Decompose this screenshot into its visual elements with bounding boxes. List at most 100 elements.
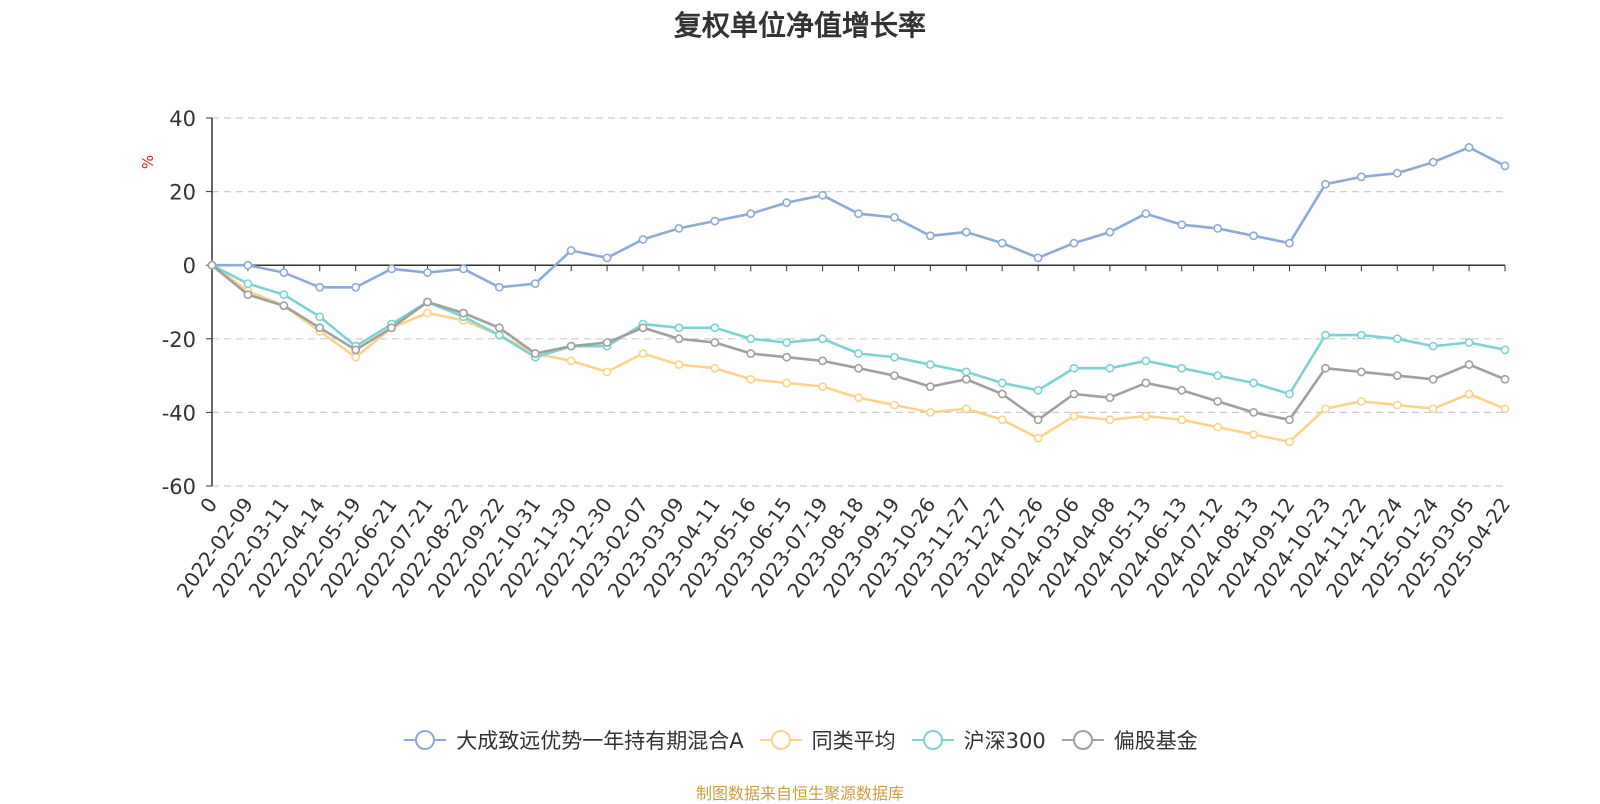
data-point: [1249, 231, 1258, 241]
data-point: [351, 352, 361, 362]
data-point: [710, 363, 720, 373]
data-point: [818, 190, 827, 200]
data-point: [854, 393, 863, 403]
data-point: [1464, 389, 1474, 399]
legend-label: 沪深300: [963, 729, 1046, 753]
data-point: [243, 260, 253, 270]
data-point: [423, 297, 432, 307]
data-point: [387, 323, 396, 333]
data-point: [997, 415, 1007, 425]
legend-item[interactable]: 大成致远优势一年持有期混合A: [402, 725, 744, 755]
data-point: [351, 345, 361, 355]
data-point: [423, 268, 432, 277]
data-point: [243, 279, 253, 288]
data-point: [674, 334, 684, 344]
data-point: [315, 282, 325, 292]
series-3: [207, 260, 1510, 399]
data-point: [602, 367, 612, 377]
legend: 大成致远优势一年持有期混合A 同类平均 沪深300 偏股基金: [0, 720, 1600, 760]
data-point: [1321, 179, 1330, 189]
y-tick-label: 20: [169, 181, 196, 205]
data-point: [1428, 157, 1438, 167]
data-point: [1464, 360, 1474, 369]
data-point: [746, 334, 756, 344]
data-point: [1392, 371, 1402, 380]
data-point: [638, 235, 648, 244]
data-point: [890, 371, 899, 380]
data-point: [1213, 396, 1223, 406]
data-point: [1069, 389, 1079, 399]
data-point: [1249, 407, 1258, 417]
data-point: [1500, 345, 1510, 355]
data-point: [997, 238, 1007, 248]
data-point: [494, 330, 504, 340]
legend-marker: [922, 730, 943, 750]
data-point: [1105, 415, 1115, 425]
y-tick-label: -20: [162, 328, 196, 352]
data-point: [1428, 374, 1438, 384]
data-point: [854, 209, 863, 219]
data-point: [746, 349, 756, 358]
data-point: [1033, 433, 1043, 443]
data-point: [279, 301, 289, 311]
data-point: [1177, 385, 1187, 395]
data-point: [602, 253, 612, 263]
data-point: [351, 282, 361, 292]
data-point: [566, 356, 576, 366]
data-point: [494, 282, 504, 292]
data-point: [961, 227, 971, 237]
legend-item[interactable]: 偏股基金: [1060, 725, 1198, 755]
legend-symbol-icon: [911, 730, 954, 750]
data-point: [243, 290, 253, 300]
legend-item[interactable]: 同类平均: [758, 725, 896, 755]
series-line: [211, 264, 1506, 396]
legend-item[interactable]: 沪深300: [910, 725, 1046, 755]
y-tick-label: -60: [162, 475, 196, 499]
data-point: [997, 378, 1007, 388]
data-point: [530, 349, 540, 358]
x-tick-label: 0: [195, 493, 222, 517]
data-point: [1069, 363, 1079, 373]
data-point: [961, 374, 971, 384]
data-point: [782, 352, 792, 362]
data-point: [1177, 220, 1187, 230]
data-point: [1033, 415, 1043, 425]
series-layer: [207, 143, 1510, 447]
data-point: [782, 378, 792, 388]
data-point: [1069, 238, 1079, 248]
data-point: [890, 400, 899, 410]
data-point: [746, 374, 756, 384]
data-point: [1141, 209, 1151, 219]
data-point: [1069, 411, 1079, 421]
data-point: [925, 382, 935, 392]
data-point: [1428, 341, 1438, 351]
data-point: [1141, 378, 1151, 388]
data-point: [1285, 415, 1294, 425]
data-point: [1249, 430, 1258, 439]
data-point: [818, 334, 827, 344]
y-tick-label: 0: [183, 254, 196, 278]
data-point: [1033, 253, 1043, 263]
series-1: [207, 143, 1510, 292]
data-point: [1033, 385, 1043, 395]
series-4: [207, 260, 1510, 425]
data-point: [1321, 404, 1330, 414]
data-point: [997, 389, 1007, 399]
data-point: [530, 279, 540, 288]
grid-layer: [212, 117, 1505, 487]
data-point: [387, 264, 396, 274]
data-point: [746, 209, 756, 219]
data-point: [1141, 411, 1151, 421]
data-point: [459, 264, 468, 274]
data-point: [674, 323, 684, 333]
data-point: [1141, 356, 1151, 366]
line-chart: 40200-20-40-6002022-02-092022-03-112022-…: [139, 107, 1515, 602]
data-point: [1428, 404, 1438, 414]
data-point: [494, 323, 504, 333]
data-point: [925, 360, 935, 369]
data-point: [710, 216, 720, 226]
legend-label: 同类平均: [811, 729, 896, 753]
data-point: [1356, 172, 1366, 182]
legend-marker: [415, 730, 436, 750]
data-point: [710, 338, 720, 347]
